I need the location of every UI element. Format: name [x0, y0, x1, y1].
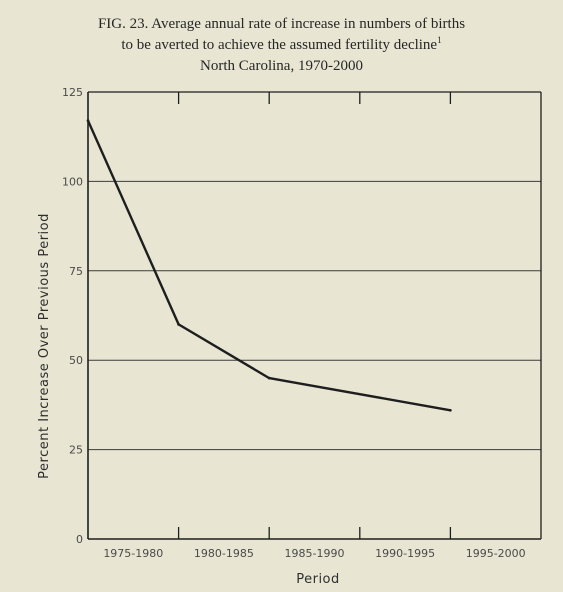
tick-labels: 0 25 50 75 100 125 1975-1980 1980-1985 1985-1990… [62, 86, 526, 560]
y-tick-label-75: 75 [69, 265, 83, 278]
title-line-1: FIG. 23. Average annual rate of increase… [97, 16, 466, 32]
title-line-2-text: to be averted to achieve the assumed fer… [121, 37, 438, 53]
x-tick-label-1980-1985: 1980-1985 [194, 547, 254, 560]
data-point-1980 [177, 323, 180, 326]
title-line-2: to be averted to achieve the assumed fer… [0, 35, 563, 56]
x-axis-title: Period [296, 572, 340, 587]
x-tick-label-1990-1995: 1990-1995 [375, 547, 435, 560]
y-tick-label-50: 50 [69, 354, 83, 367]
data-point-1975 [86, 119, 90, 122]
title-line-3: North Carolina, 1970-2000 [200, 58, 363, 74]
y-axis-title: Percent Increase Over Previous Period [37, 213, 52, 479]
gridlines [88, 180, 541, 451]
x-tick-label-1985-1990: 1985-1990 [285, 547, 345, 560]
x-tick-label-1975-1980: 1975-1980 [103, 547, 163, 560]
figure-title: FIG. 23. Average annual rate of increase… [0, 14, 563, 77]
plot-frame [87, 91, 542, 540]
series-line-group [86, 119, 452, 412]
series-line-0 [86, 119, 452, 412]
y-tick-label-100: 100 [62, 175, 83, 188]
data-point-1985 [267, 376, 271, 380]
axis-ticks [177, 92, 452, 539]
footnote-marker: 1 [437, 35, 442, 45]
y-tick-label-25: 25 [69, 444, 83, 457]
y-tick-label-125: 125 [62, 86, 83, 99]
y-tick-label-0: 0 [76, 533, 83, 546]
x-tick-label-1995-2000: 1995-2000 [466, 547, 526, 560]
data-point-1995 [449, 408, 452, 412]
